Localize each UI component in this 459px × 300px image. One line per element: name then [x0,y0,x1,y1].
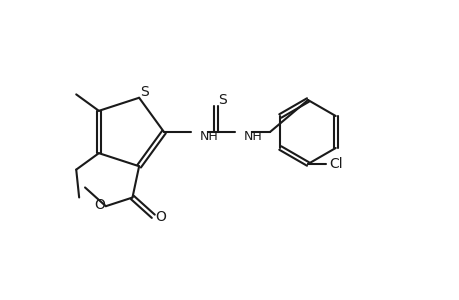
Text: O: O [155,210,165,224]
Text: O: O [94,198,105,212]
Text: NH: NH [200,130,218,142]
Text: NH: NH [243,130,262,142]
Text: S: S [218,93,227,107]
Text: Cl: Cl [329,157,342,171]
Text: S: S [140,85,148,99]
